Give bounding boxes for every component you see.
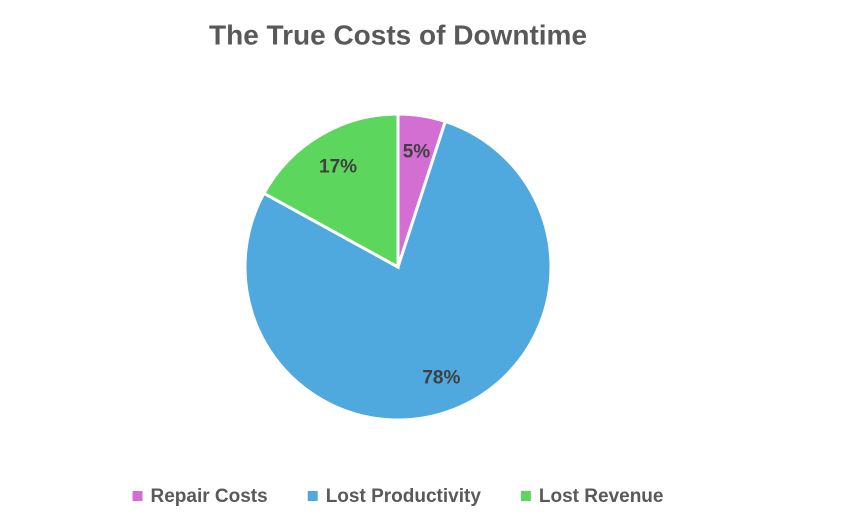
legend-marker xyxy=(520,491,531,501)
pie-slice xyxy=(243,119,553,422)
data-label: 17% xyxy=(319,157,357,178)
data-label: 5% xyxy=(403,142,431,163)
legend-marker xyxy=(132,491,143,501)
legend-label: Repair Costs xyxy=(151,486,268,507)
legend-label: Lost Productivity xyxy=(326,486,482,507)
data-label: 78% xyxy=(422,368,460,389)
legend-marker xyxy=(307,491,318,501)
chart-title: The True Costs of Downtime xyxy=(209,19,587,50)
pie-slice xyxy=(261,112,400,270)
legend-label: Lost Revenue xyxy=(539,486,664,507)
